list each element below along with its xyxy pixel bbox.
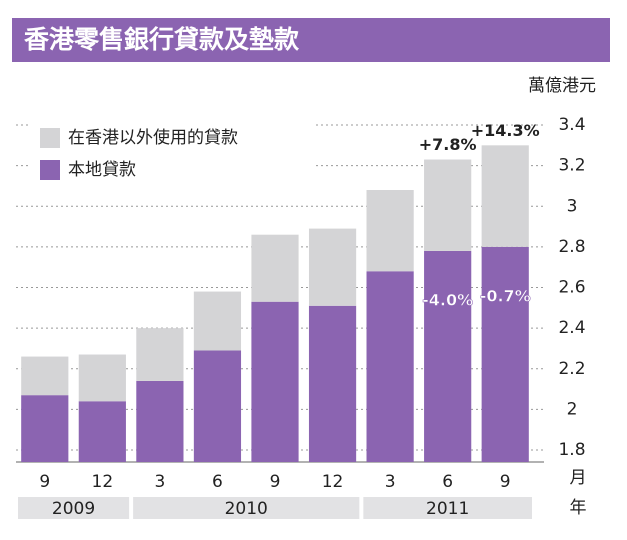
- bar-segment: [21, 395, 69, 462]
- x-label: 月: [570, 468, 587, 488]
- x-tick-label: 9: [270, 472, 281, 492]
- group-label: 2011: [426, 499, 469, 519]
- bar-segment: [308, 305, 357, 462]
- bar-segment: [308, 228, 357, 306]
- bar-segment: [78, 354, 126, 402]
- y-tick-label: 3.4: [558, 115, 585, 135]
- bar-segment: [424, 159, 472, 251]
- x-tick-label: 12: [322, 472, 344, 492]
- bar-annotation: +7.8%: [419, 135, 477, 154]
- bar-segment: [78, 401, 126, 462]
- legend-label: 本地貸款: [68, 160, 136, 180]
- bar-segment: [136, 380, 184, 462]
- group-label: 2009: [52, 499, 95, 519]
- bar-annotation: -0.7%: [480, 286, 531, 305]
- y-tick-label: 2.2: [558, 359, 585, 379]
- bar-segment: [481, 246, 529, 462]
- x-tick-label: 9: [39, 472, 50, 492]
- bar-segment: [251, 301, 299, 462]
- x-tick-label: 6: [442, 472, 453, 492]
- bar-segment: [193, 291, 242, 351]
- y-tick-label: 2.6: [558, 278, 585, 298]
- group-label: 2010: [225, 499, 268, 519]
- bar-segment: [136, 328, 184, 381]
- bar-segment: [21, 356, 69, 396]
- bar-segment: [424, 250, 472, 462]
- bar-segment: [481, 145, 529, 247]
- y-tick-label: 2.8: [558, 237, 585, 257]
- bar-segment: [193, 350, 242, 462]
- legend-swatch: [40, 160, 60, 180]
- bar-annotation: -4.0%: [422, 290, 473, 309]
- group-label: 年: [570, 498, 587, 518]
- group-band: [18, 497, 130, 519]
- legend-swatch: [40, 128, 60, 148]
- y-tick-label: 1.8: [558, 440, 585, 460]
- bar-segment: [366, 190, 414, 272]
- bar-annotation: +14.3%: [471, 121, 540, 140]
- x-tick-label: 3: [154, 472, 165, 492]
- x-tick-label: 12: [92, 472, 114, 492]
- y-unit: 萬億港元: [528, 76, 596, 96]
- y-tick-label: 3.2: [558, 156, 585, 176]
- x-tick-label: 3: [385, 472, 396, 492]
- group-band: [133, 497, 360, 519]
- group-band: [363, 497, 532, 519]
- legend-box: [30, 118, 315, 192]
- x-tick-label: 6: [212, 472, 223, 492]
- title-bar: [12, 18, 610, 62]
- y-tick-label: 2.4: [558, 318, 585, 338]
- x-tick-label: 9: [500, 472, 511, 492]
- bar-segment: [366, 271, 414, 462]
- y-tick-label: 3: [567, 196, 578, 216]
- legend-label: 在香港以外使用的貸款: [68, 127, 238, 148]
- y-tick-label: 2: [567, 399, 578, 419]
- bar-segment: [251, 234, 299, 302]
- chart-title: 香港零售銀行貸款及墊款: [24, 25, 300, 54]
